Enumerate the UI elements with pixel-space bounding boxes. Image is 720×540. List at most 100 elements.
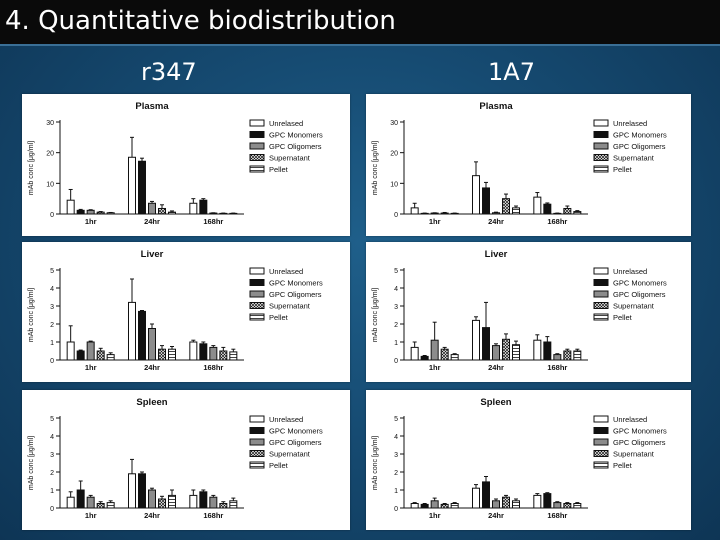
bar-pellet-1hr	[106, 502, 115, 509]
y-tick-label: 20	[46, 151, 54, 158]
legend-swatch-gpc-monomers	[593, 427, 609, 434]
legend-label-gpc-oligomers: GPC Oligomers	[269, 290, 322, 299]
bar-supernatant-24hr	[158, 348, 166, 361]
bar-gpc-monomers-24hr	[482, 327, 490, 361]
bar-unrelased-1hr	[410, 346, 419, 361]
x-tick-label: 168hr	[203, 217, 223, 226]
bar-unrelased-24hr	[128, 301, 136, 361]
y-tick-label: 30	[46, 120, 54, 127]
x-tick-label: 1hr	[85, 217, 97, 226]
legend-swatch-supernatant	[593, 450, 609, 457]
bar-unrelased-1hr	[66, 341, 75, 361]
bar-pellet-24hr	[168, 211, 176, 215]
y-tick-label: 0	[394, 212, 398, 219]
bar-unrelased-168hr	[189, 494, 198, 509]
bar-gpc-monomers-1hr	[76, 209, 85, 215]
legend-label-gpc-monomers: GPC Monomers	[269, 427, 323, 436]
bar-pellet-24hr	[512, 500, 520, 509]
x-tick-label: 24hr	[488, 217, 504, 226]
bar-unrelased-24hr	[472, 487, 480, 509]
y-tick-label: 1	[394, 488, 398, 495]
y-tick-label: 10	[390, 181, 398, 188]
bar-gpc-monomers-168hr	[199, 491, 208, 509]
chart-svg-1a7-plasma: Plasma mAb conc [μg/ml] 0 10 20 30 1hr 24hr 168h…	[372, 101, 667, 226]
y-tick-label: 2	[394, 322, 398, 329]
y-tick-label: 0	[394, 506, 398, 513]
chart-svg-1a7-liver: Liver mAb conc [μg/ml] 0 1 2 3 4 5 1hr 24hr 168hr U…	[372, 249, 667, 372]
bar-supernatant-1hr	[96, 350, 105, 361]
bar-gpc-oligomers-1hr	[86, 209, 95, 215]
bar-gpc-monomers-1hr	[76, 489, 85, 509]
bar-pellet-1hr	[450, 503, 459, 509]
legend-swatch-pellet	[249, 313, 265, 321]
x-tick-label: 1hr	[85, 511, 97, 520]
bar-pellet-168hr	[229, 500, 238, 509]
bar-gpc-oligomers-168hr	[209, 346, 218, 361]
bar-gpc-monomers-24hr	[138, 473, 146, 509]
bar-pellet-168hr	[229, 351, 238, 361]
bar-unrelased-24hr	[472, 175, 480, 215]
bar-gpc-oligomers-24hr	[148, 202, 156, 215]
legend-swatch-gpc-oligomers	[249, 438, 265, 446]
chart-title: Plasma	[135, 101, 169, 112]
x-tick-label: 24hr	[488, 511, 504, 520]
legend-swatch-gpc-monomers	[593, 131, 609, 138]
y-tick-label: 5	[394, 268, 398, 275]
legend-swatch-pellet	[249, 461, 265, 469]
legend-label-gpc-monomers: GPC Monomers	[269, 279, 323, 288]
x-tick-label: 1hr	[429, 511, 441, 520]
y-tick-label: 3	[394, 304, 398, 311]
title-bar: 4. Quantitative biodistribution	[0, 0, 720, 46]
bar-gpc-oligomers-168hr	[553, 502, 562, 509]
bar-pellet-24hr	[512, 207, 520, 215]
chart-panel-1a7-plasma: Plasma mAb conc [μg/ml] 0 10 20 30 1hr 24hr 168h…	[366, 94, 691, 236]
legend-swatch-gpc-monomers	[249, 131, 265, 138]
y-axis-label: mAb conc [μg/ml]	[372, 436, 379, 490]
y-tick-label: 4	[394, 434, 398, 441]
chart-svg-r347-plasma: Plasma mAb conc [μg/ml] 0 10 20 30 1hr 24hr 168h…	[28, 101, 323, 226]
bar-gpc-monomers-168hr	[199, 199, 208, 215]
bar-gpc-oligomers-168hr	[209, 496, 218, 509]
legend-label-unrelased: Unrelased	[613, 119, 647, 128]
bar-unrelased-168hr	[533, 339, 542, 361]
bar-supernatant-24hr	[502, 496, 510, 509]
y-tick-label: 3	[394, 452, 398, 459]
x-tick-label: 168hr	[547, 217, 567, 226]
legend-label-supernatant: Supernatant	[269, 302, 311, 311]
legend-label-supernatant: Supernatant	[269, 450, 311, 459]
slide-title: 4. Quantitative biodistribution	[5, 6, 396, 36]
legend-swatch-gpc-monomers	[249, 279, 265, 286]
bar-supernatant-1hr	[96, 503, 105, 509]
legend-label-supernatant: Supernatant	[613, 302, 655, 311]
bar-supernatant-1hr	[440, 212, 449, 215]
y-tick-label: 30	[390, 120, 398, 127]
y-tick-label: 1	[50, 488, 54, 495]
bar-supernatant-24hr	[158, 207, 166, 215]
column-heading-1a7: 1A7	[488, 58, 535, 86]
bar-unrelased-1hr	[66, 199, 75, 215]
bar-unrelased-24hr	[472, 319, 480, 361]
y-tick-label: 5	[50, 416, 54, 423]
legend-label-pellet: Pellet	[613, 313, 633, 322]
legend-label-unrelased: Unrelased	[613, 267, 647, 276]
legend-swatch-unrelased	[249, 119, 265, 127]
legend-swatch-pellet	[593, 313, 609, 321]
bar-gpc-monomers-168hr	[199, 343, 208, 361]
chart-svg-r347-liver: Liver mAb conc [μg/ml] 0 1 2 3 4 5 1hr 24hr 168hr U…	[28, 249, 323, 372]
legend-label-gpc-monomers: GPC Monomers	[613, 427, 667, 436]
legend-label-pellet: Pellet	[613, 165, 633, 174]
legend-label-unrelased: Unrelased	[269, 415, 303, 424]
legend-swatch-gpc-oligomers	[249, 142, 265, 150]
bar-gpc-monomers-1hr	[420, 355, 429, 361]
y-axis-label: mAb conc [μg/ml]	[28, 288, 35, 342]
x-tick-label: 24hr	[488, 363, 504, 372]
y-tick-label: 3	[50, 304, 54, 311]
bar-pellet-1hr	[106, 354, 115, 361]
x-tick-label: 1hr	[429, 363, 441, 372]
y-tick-label: 2	[50, 322, 54, 329]
y-tick-label: 2	[50, 470, 54, 477]
chart-panel-r347-plasma: Plasma mAb conc [μg/ml] 0 10 20 30 1hr 24hr 168h…	[22, 94, 350, 236]
bar-supernatant-1hr	[96, 211, 105, 215]
y-tick-label: 1	[394, 340, 398, 347]
bar-pellet-168hr	[573, 503, 582, 509]
